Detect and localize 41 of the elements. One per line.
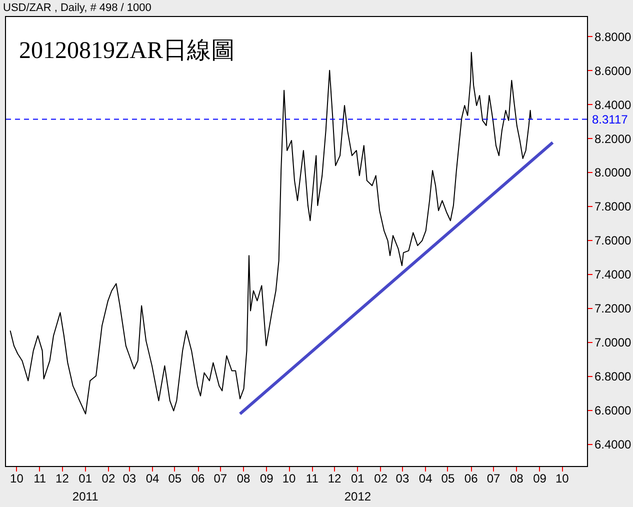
y-tick-label: 6.8000 — [594, 370, 632, 384]
x-tick-label: 07 — [214, 472, 228, 486]
y-tick-label: 7.4000 — [594, 268, 632, 282]
x-tick-label: 12 — [328, 472, 342, 486]
x-tick-label: 02 — [102, 472, 116, 486]
y-tick-label: 8.2000 — [594, 132, 632, 146]
x-tick-label: 01 2012 — [344, 472, 372, 504]
y-tick-label: 7.8000 — [594, 200, 632, 214]
x-tick-label: 11 — [306, 472, 319, 486]
x-tick-label: 04 — [418, 472, 433, 486]
x-tick-label: 02 — [374, 472, 388, 486]
y-tick-label: 8.6000 — [594, 64, 632, 78]
x-tick-label: 10 — [555, 472, 570, 486]
x-tick-label: 08 — [236, 472, 251, 486]
x-tick-label: 03 — [122, 472, 136, 486]
y-tick-label: 6.4000 — [594, 437, 632, 452]
x-tick-label: 06 — [191, 472, 205, 486]
x-tick-label: 08 — [510, 472, 524, 486]
x-tick-label: 04 — [146, 472, 160, 486]
y-tick-label: 7.2000 — [594, 302, 632, 316]
y-tick-label: 7.0000 — [594, 336, 632, 350]
x-tick-label: 12 — [56, 472, 70, 486]
ref-line-label: 8.3117 — [592, 112, 628, 126]
x-tick-label: 11 — [34, 472, 46, 486]
x-tick-label: 05 — [168, 472, 182, 486]
x-tick-label: 05 — [441, 472, 455, 486]
x-tick-label: 09 — [533, 472, 547, 486]
x-tick-label: 01 2011 — [72, 472, 99, 504]
y-tick-label: 8.0000 — [594, 166, 632, 180]
x-tick-label: 10 — [10, 472, 24, 486]
text: 20120819ZAR日線圖 — [19, 38, 235, 64]
y-tick-label: 8.8000 — [594, 30, 632, 44]
x-tick-label: 06 — [464, 472, 478, 486]
y-tick-label: 6.6000 — [594, 403, 632, 418]
y-tick-label: 8.4000 — [594, 98, 632, 112]
x-tick-label: 03 — [396, 472, 410, 486]
x-tick-label: 09 — [260, 472, 274, 486]
chart-subtitle: USD/ZAR , Daily, # 498 / 1000 — [3, 2, 152, 14]
y-tick-label: 7.6000 — [594, 234, 632, 248]
x-tick-label: 07 — [486, 472, 500, 486]
x-tick-label: 10 — [282, 472, 296, 486]
